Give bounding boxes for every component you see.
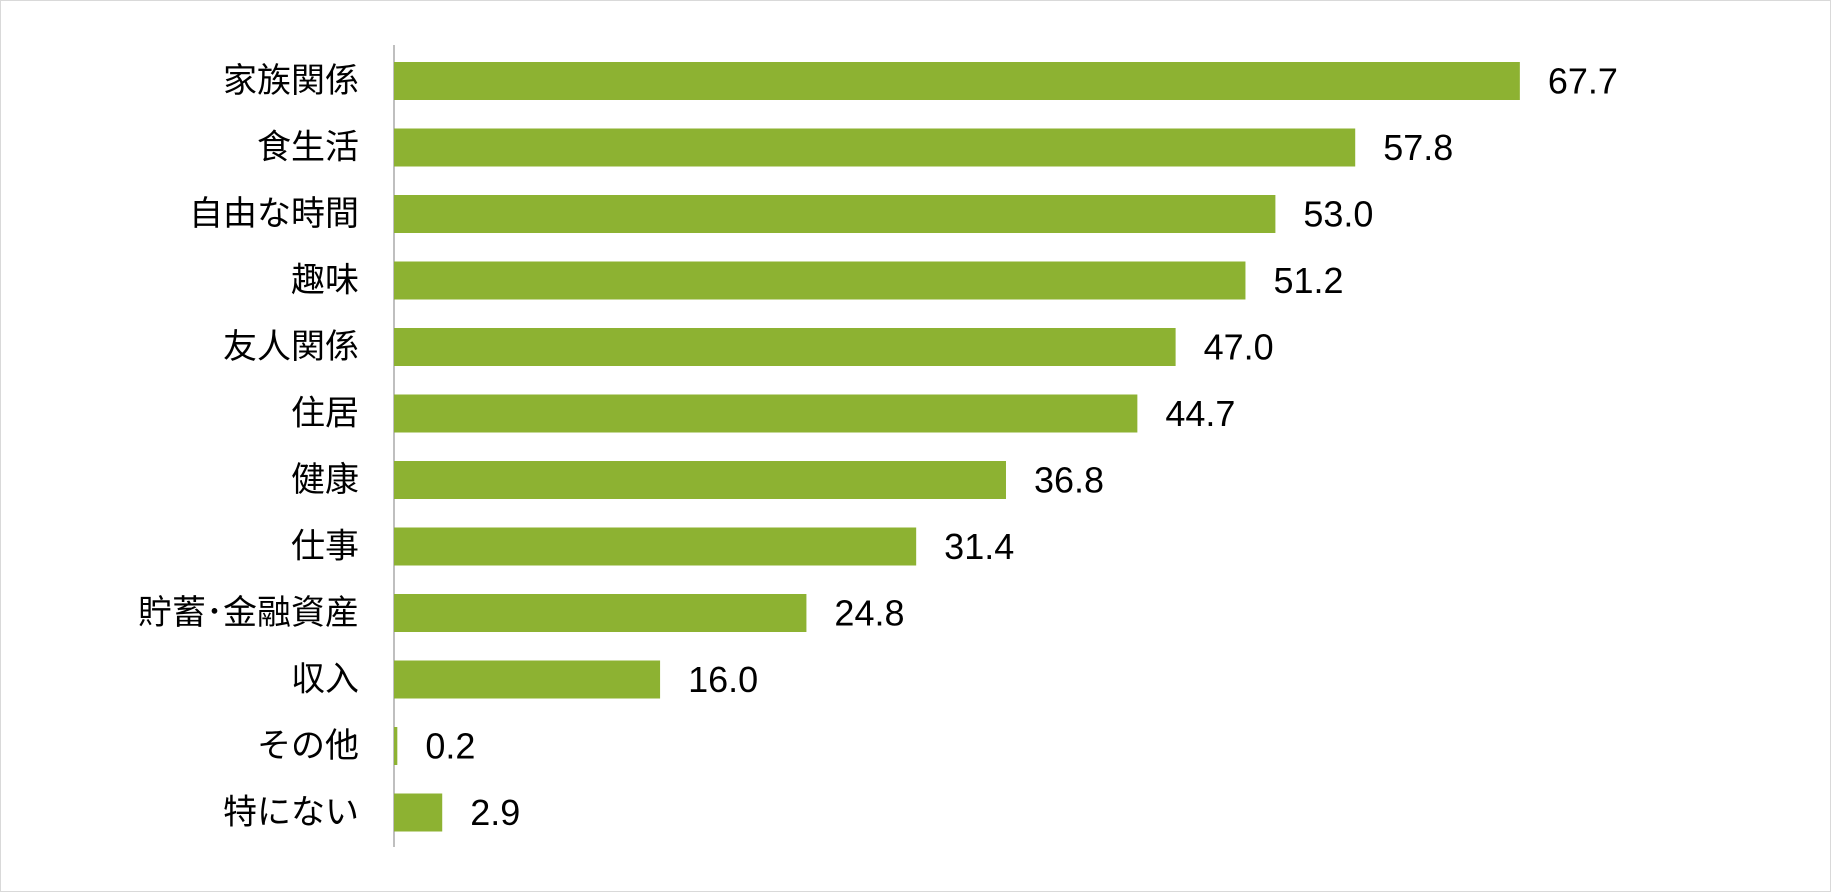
category-label: 貯蓄･金融資産 — [138, 593, 359, 633]
category-label: 自由な時間 — [189, 194, 359, 234]
bar — [394, 62, 1520, 100]
value-label: 16.0 — [688, 659, 758, 700]
bar — [394, 727, 398, 765]
value-labels-group: 67.7 57.853.0 51.2 47.0 44.7 36.8 31.4 24.8 16.0… — [425, 61, 1618, 834]
bar — [394, 660, 661, 699]
value-label: 31.4 — [944, 526, 1014, 567]
bar — [394, 594, 807, 632]
value-label: 36.8 — [1034, 460, 1104, 501]
value-label: 0.2 — [425, 726, 475, 767]
value-label: 47.0 — [1204, 327, 1274, 368]
category-label: 家族関係 — [223, 61, 359, 101]
bars-group — [394, 62, 1520, 832]
category-label: 収入 — [291, 660, 359, 700]
category-label: 趣味 — [291, 261, 359, 301]
category-label: 特にない — [223, 793, 359, 833]
value-label: 2.9 — [470, 792, 520, 833]
value-label: 53.0 — [1303, 194, 1373, 235]
bar — [394, 128, 1356, 167]
bar — [394, 793, 443, 832]
value-label: 51.2 — [1273, 260, 1343, 301]
value-label: 24.8 — [834, 593, 904, 634]
bar — [394, 328, 1176, 366]
category-label: 健康 — [291, 460, 359, 500]
bar — [394, 261, 1246, 300]
category-label: 仕事 — [291, 527, 359, 567]
value-label: 44.7 — [1165, 393, 1235, 434]
bar — [394, 461, 1006, 499]
bar — [394, 527, 917, 566]
category-label: 食生活 — [257, 128, 359, 168]
bar — [394, 195, 1276, 233]
category-label: 友人関係 — [223, 327, 359, 367]
value-label: 67.7 — [1548, 61, 1618, 102]
value-label: 57.8 — [1383, 127, 1453, 168]
category-label: その他 — [257, 726, 359, 766]
category-label: 住居 — [291, 394, 359, 434]
bar — [394, 394, 1138, 433]
